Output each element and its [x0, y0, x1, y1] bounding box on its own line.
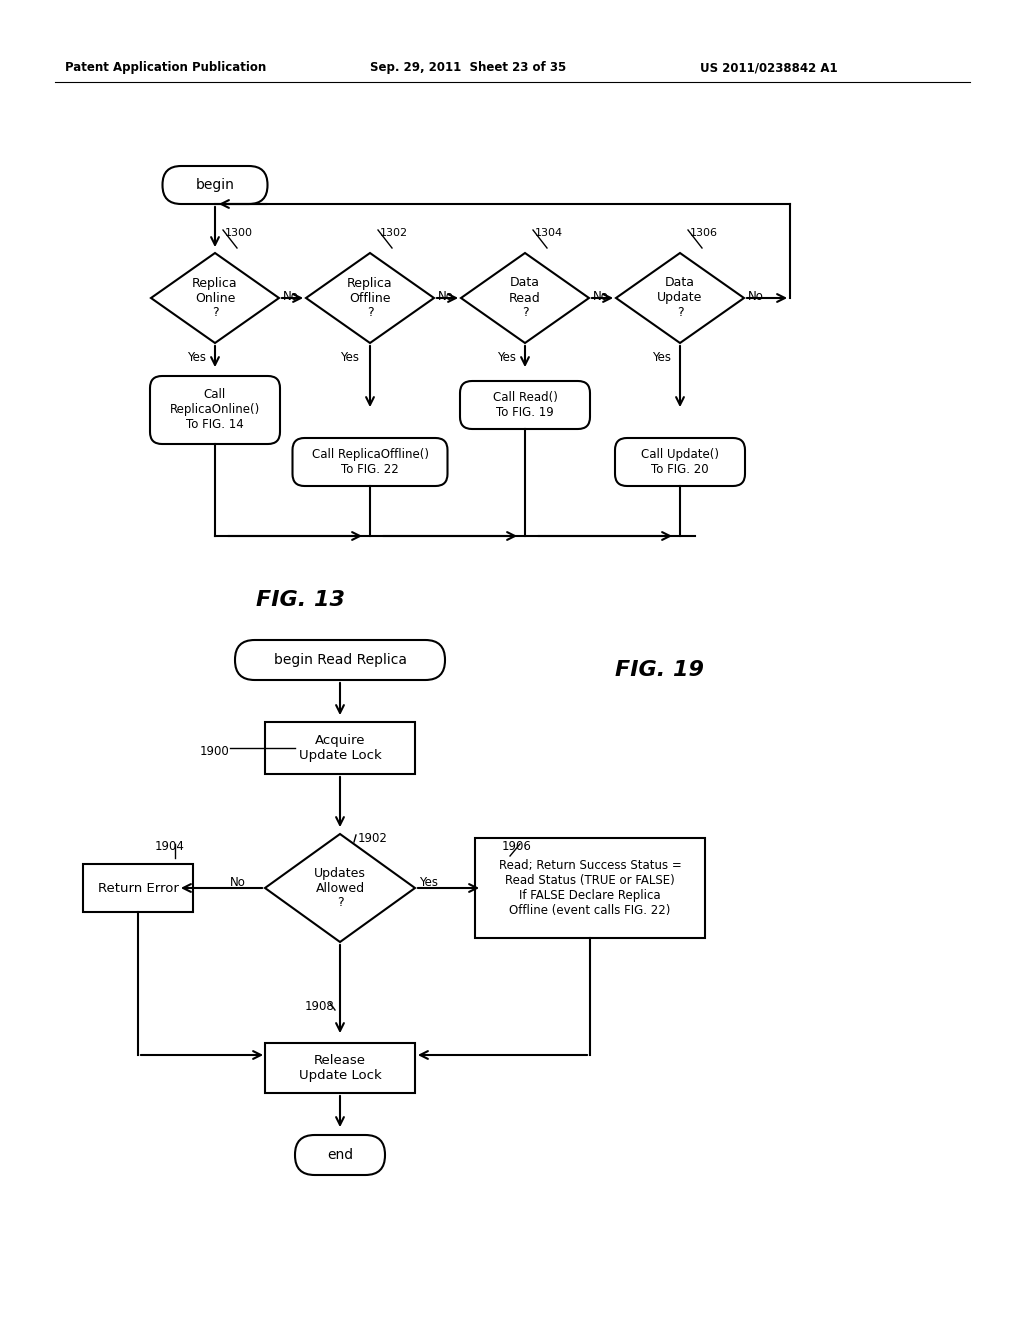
Text: Yes: Yes — [340, 351, 359, 364]
FancyBboxPatch shape — [150, 376, 280, 444]
Text: 1306: 1306 — [690, 228, 718, 238]
Bar — [83, 865, 193, 912]
Text: Call Update()
To FIG. 20: Call Update() To FIG. 20 — [641, 447, 719, 477]
Text: 1902: 1902 — [358, 832, 388, 845]
FancyBboxPatch shape — [615, 438, 745, 486]
FancyBboxPatch shape — [460, 381, 590, 429]
Text: No: No — [748, 290, 764, 304]
Polygon shape — [151, 253, 279, 343]
Text: Patent Application Publication: Patent Application Publication — [65, 62, 266, 74]
Text: Updates
Allowed
?: Updates Allowed ? — [314, 866, 366, 909]
Text: Replica
Offline
?: Replica Offline ? — [347, 276, 393, 319]
FancyBboxPatch shape — [163, 166, 267, 205]
Text: Sep. 29, 2011  Sheet 23 of 35: Sep. 29, 2011 Sheet 23 of 35 — [370, 62, 566, 74]
Bar — [475, 838, 705, 939]
Polygon shape — [306, 253, 434, 343]
Text: 1904: 1904 — [155, 840, 185, 853]
Text: Replica
Online
?: Replica Online ? — [193, 276, 238, 319]
Text: begin: begin — [196, 178, 234, 191]
Text: end: end — [327, 1148, 353, 1162]
Text: No: No — [230, 876, 246, 888]
Text: 1900: 1900 — [200, 744, 229, 758]
Text: 1304: 1304 — [535, 228, 563, 238]
Polygon shape — [265, 834, 415, 942]
Text: Release
Update Lock: Release Update Lock — [299, 1053, 381, 1082]
Text: Yes: Yes — [652, 351, 671, 364]
FancyBboxPatch shape — [293, 438, 447, 486]
Text: Yes: Yes — [419, 876, 438, 888]
Text: US 2011/0238842 A1: US 2011/0238842 A1 — [700, 62, 838, 74]
Text: Return Error: Return Error — [97, 882, 178, 895]
Text: begin Read Replica: begin Read Replica — [273, 653, 407, 667]
Text: 1906: 1906 — [502, 840, 531, 853]
Bar — [265, 722, 415, 774]
Text: Call Read()
To FIG. 19: Call Read() To FIG. 19 — [493, 391, 557, 418]
Text: 1908: 1908 — [305, 1001, 335, 1012]
Text: Data
Update
?: Data Update ? — [657, 276, 702, 319]
FancyBboxPatch shape — [234, 640, 445, 680]
Text: Data
Read
?: Data Read ? — [509, 276, 541, 319]
FancyBboxPatch shape — [295, 1135, 385, 1175]
Text: Yes: Yes — [187, 351, 206, 364]
Polygon shape — [616, 253, 744, 343]
Text: Read; Return Success Status =
Read Status (TRUE or FALSE)
If FALSE Declare Repli: Read; Return Success Status = Read Statu… — [499, 859, 681, 917]
Text: FIG. 13: FIG. 13 — [256, 590, 344, 610]
Text: FIG. 19: FIG. 19 — [615, 660, 705, 680]
Text: 1300: 1300 — [225, 228, 253, 238]
Polygon shape — [461, 253, 589, 343]
Text: No: No — [438, 290, 454, 304]
Text: 1302: 1302 — [380, 228, 409, 238]
Bar — [265, 1043, 415, 1093]
Text: Call ReplicaOffline()
To FIG. 22: Call ReplicaOffline() To FIG. 22 — [311, 447, 428, 477]
Text: No: No — [593, 290, 609, 304]
Text: No: No — [283, 290, 299, 304]
Text: Call
ReplicaOnline()
To FIG. 14: Call ReplicaOnline() To FIG. 14 — [170, 388, 260, 432]
Text: Acquire
Update Lock: Acquire Update Lock — [299, 734, 381, 762]
Text: Yes: Yes — [497, 351, 516, 364]
